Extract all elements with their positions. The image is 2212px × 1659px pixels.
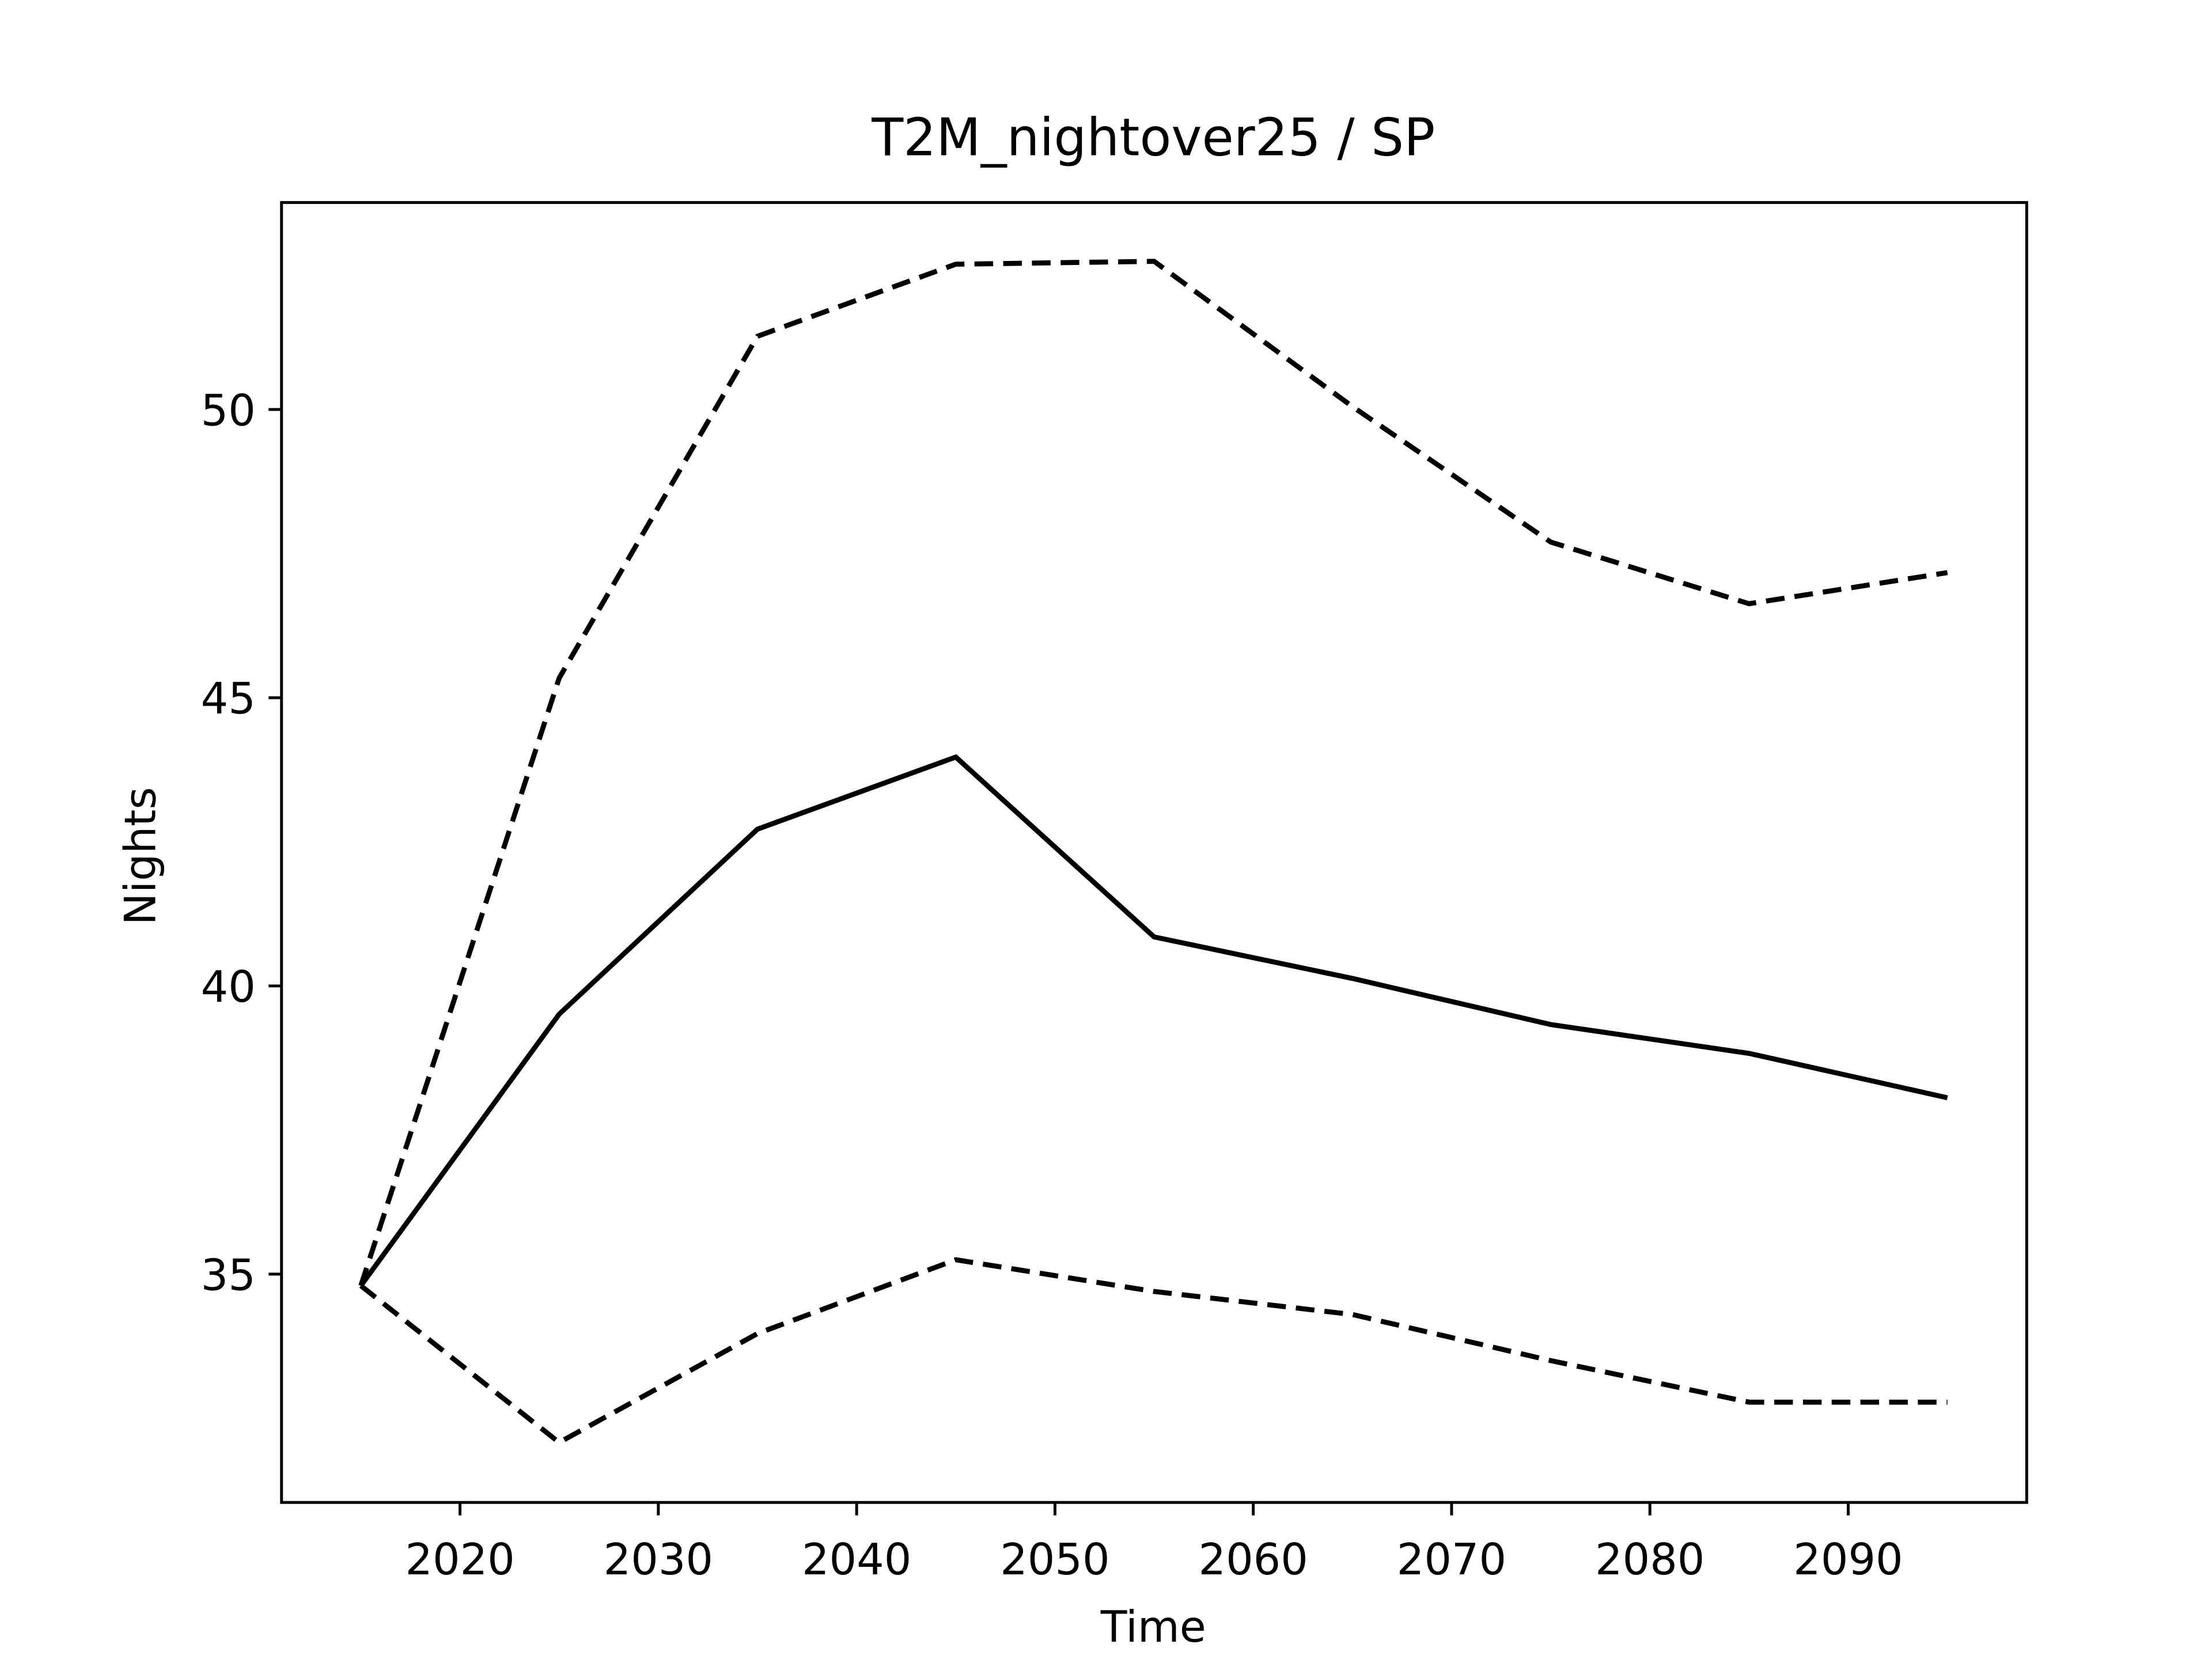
y-tick-label: 45 xyxy=(201,674,256,724)
x-tick-label: 2060 xyxy=(1198,1535,1308,1585)
data-line xyxy=(358,754,1948,1287)
plot-frame xyxy=(280,201,2028,1504)
x-tick-label: 2050 xyxy=(1000,1535,1109,1585)
data-line xyxy=(359,1257,1948,1446)
y-axis-label: Nights xyxy=(115,787,165,925)
chart-title: T2M_nightover25 / SP xyxy=(871,108,1435,168)
x-tick-label: 2020 xyxy=(405,1535,514,1585)
x-tick-label: 2030 xyxy=(604,1535,713,1585)
y-tick-label: 35 xyxy=(201,1250,256,1300)
x-tick-label: 2040 xyxy=(802,1535,911,1585)
x-tick-label: 2070 xyxy=(1397,1535,1506,1585)
y-tick-label: 50 xyxy=(201,385,256,435)
y-tick-label: 40 xyxy=(201,962,256,1012)
x-tick-label: 2080 xyxy=(1595,1535,1705,1585)
x-axis-label: Time xyxy=(1100,1602,1206,1652)
x-tick-label: 2090 xyxy=(1793,1535,1903,1585)
data-line xyxy=(358,259,1948,1287)
